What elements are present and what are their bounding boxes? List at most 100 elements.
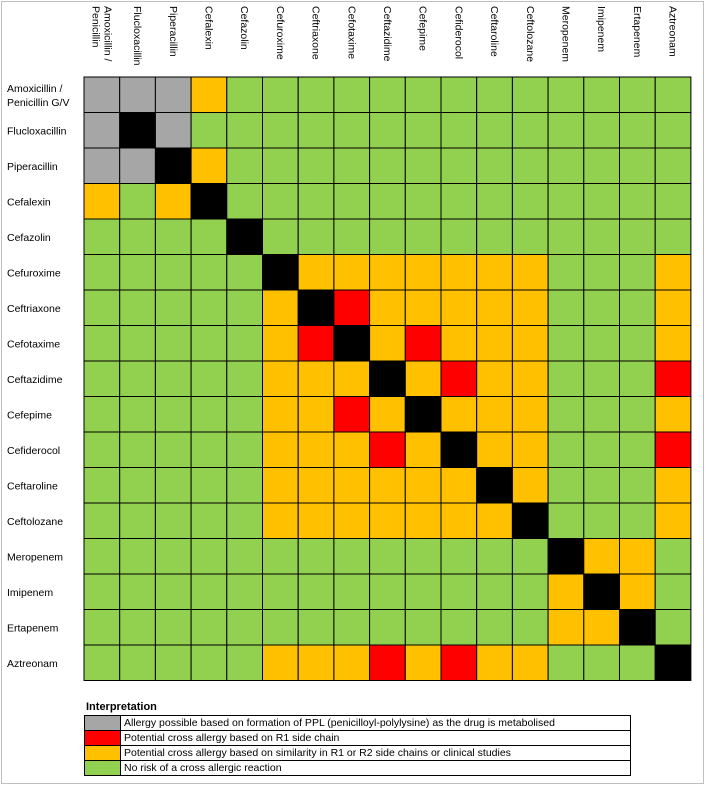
heatmap-cell [619, 467, 656, 504]
heatmap-cell [83, 360, 121, 397]
heatmap-cell [404, 360, 442, 397]
heatmap-cell [190, 360, 228, 397]
heatmap-cell [654, 76, 692, 113]
row-label: Ceftaroline [7, 480, 58, 492]
heatmap-cell [583, 502, 620, 539]
heatmap-cell [226, 147, 264, 184]
heatmap-cell [440, 502, 478, 539]
column-label: Ceftolozane [524, 6, 536, 62]
heatmap-cell [262, 431, 299, 468]
heatmap-cell [654, 218, 692, 255]
heatmap-cell [190, 289, 228, 326]
heatmap-cell [547, 644, 585, 681]
heatmap-cell [190, 325, 228, 362]
heatmap-cell [547, 360, 585, 397]
heatmap-cell [154, 147, 192, 184]
heatmap-cell [476, 254, 513, 291]
heatmap-cell [654, 183, 692, 220]
heatmap-cell [119, 183, 156, 220]
heatmap-cell [190, 112, 228, 149]
heatmap-cell [119, 325, 156, 362]
heatmap-cell [654, 112, 692, 149]
heatmap-cell [226, 183, 264, 220]
heatmap-cell [404, 396, 442, 433]
heatmap-cell [583, 538, 620, 575]
legend-text: Potential cross allergy based on R1 side… [120, 730, 631, 746]
heatmap-cell [547, 183, 585, 220]
heatmap-cell [262, 325, 299, 362]
column-label: Cefuroxime [274, 6, 286, 60]
heatmap-cell [654, 289, 692, 326]
heatmap-cell [262, 112, 299, 149]
heatmap-cell [511, 360, 549, 397]
legend-item: Potential cross allergy based on R1 side… [84, 730, 631, 746]
heatmap-cell [476, 431, 513, 468]
heatmap-cell [476, 538, 513, 575]
column-label: Ertapenem [631, 6, 643, 58]
heatmap-cell [440, 289, 478, 326]
heatmap-cell [476, 502, 513, 539]
legend-swatch [84, 745, 121, 761]
heatmap-cell [190, 76, 228, 113]
heatmap-cell [476, 76, 513, 113]
heatmap-cell [369, 396, 406, 433]
heatmap-cell [154, 218, 192, 255]
heatmap-cell [154, 644, 192, 681]
legend: Interpretation Allergy possible based on… [84, 699, 704, 776]
heatmap-cell [511, 396, 549, 433]
heatmap-cell [654, 360, 692, 397]
heatmap-cell [369, 502, 406, 539]
heatmap-cell [226, 396, 264, 433]
heatmap-cell [619, 325, 656, 362]
heatmap-cell [333, 183, 371, 220]
column-label: Imipenem [595, 6, 607, 52]
heatmap-cell [190, 538, 228, 575]
heatmap-cell [190, 254, 228, 291]
heatmap-cell [262, 609, 299, 646]
heatmap-cell [404, 147, 442, 184]
heatmap-cell [619, 112, 656, 149]
heatmap-cell [333, 502, 371, 539]
heatmap-cell [404, 325, 442, 362]
heatmap-cell [333, 396, 371, 433]
column-label: Cefiderocol [452, 6, 464, 59]
heatmap-cell [511, 183, 549, 220]
column-label: Amoxicillin /Penicillin [89, 6, 113, 62]
heatmap-cell [297, 360, 335, 397]
heatmap-cell [476, 218, 513, 255]
heatmap-cell [297, 431, 335, 468]
heatmap-cell [404, 502, 442, 539]
column-label: Ceftaroline [488, 6, 500, 57]
heatmap-cell [619, 147, 656, 184]
heatmap-cell [297, 76, 335, 113]
heatmap-cell [583, 76, 620, 113]
heatmap-cell [297, 289, 335, 326]
heatmap-cell [440, 254, 478, 291]
heatmap-cell [654, 254, 692, 291]
legend-item: Allergy possible based on formation of P… [84, 715, 631, 731]
heatmap-cell [297, 325, 335, 362]
heatmap-cell [83, 147, 121, 184]
heatmap-cell [547, 502, 585, 539]
legend-swatch [84, 715, 121, 731]
heatmap-cell [511, 218, 549, 255]
heatmap-cell [154, 538, 192, 575]
heatmap-cell [476, 396, 513, 433]
heatmap-cell [226, 573, 264, 610]
heatmap-cell [226, 609, 264, 646]
column-label: Piperacillin [167, 6, 179, 57]
heatmap-cell [226, 360, 264, 397]
heatmap-cell [297, 467, 335, 504]
heatmap-cell [154, 112, 192, 149]
heatmap-cell [119, 254, 156, 291]
heatmap-cell [226, 431, 264, 468]
heatmap-cell [154, 325, 192, 362]
heatmap-cell [404, 467, 442, 504]
heatmap-cell [190, 147, 228, 184]
heatmap-cell [476, 325, 513, 362]
heatmap-cell [83, 254, 121, 291]
heatmap-cell [369, 644, 406, 681]
heatmap-cell [583, 609, 620, 646]
heatmap-cell [619, 644, 656, 681]
heatmap-cell [226, 218, 264, 255]
